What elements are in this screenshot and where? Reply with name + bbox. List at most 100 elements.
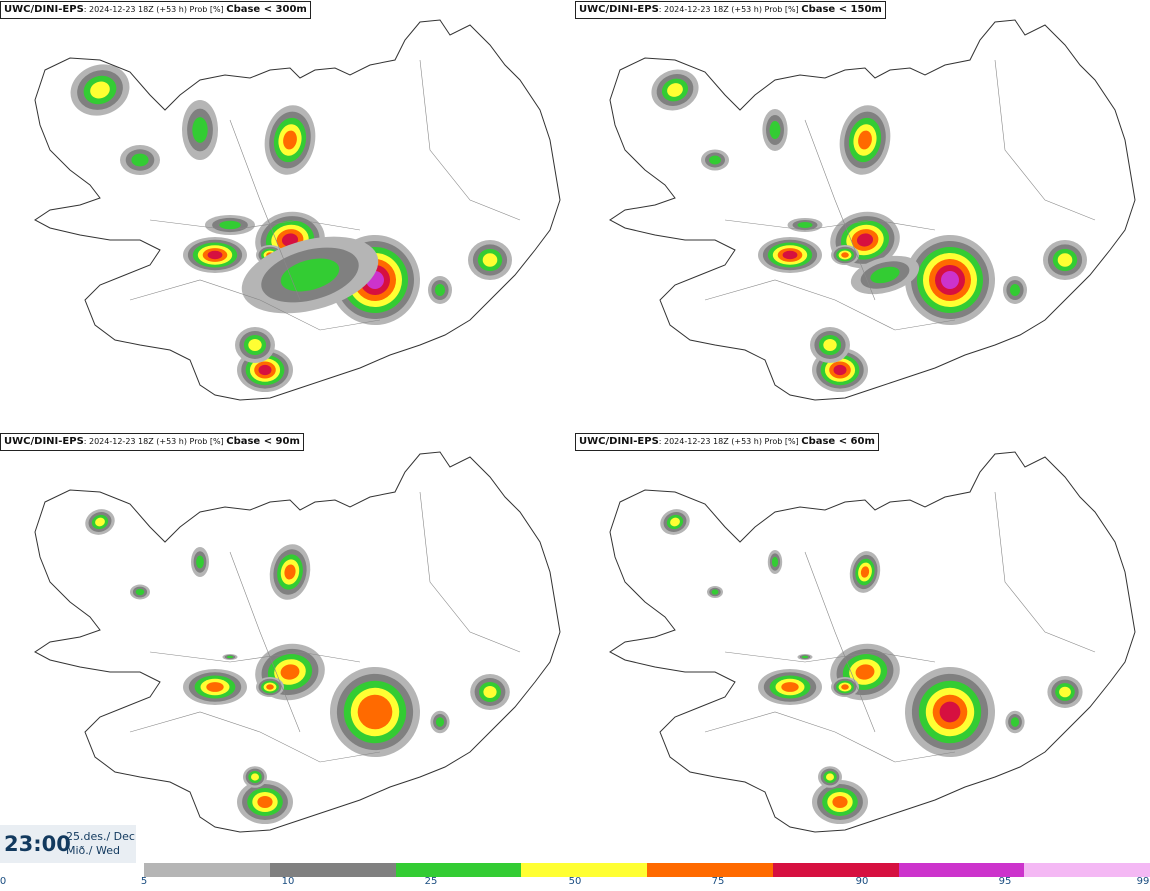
probability-contour [1057, 253, 1073, 267]
probability-contour [135, 588, 145, 596]
probability-field [660, 509, 1083, 824]
colorbar-tick-label: 90 [855, 876, 869, 887]
probability-contour [858, 130, 872, 150]
probability-contour [782, 250, 798, 260]
probability-contour [280, 664, 300, 680]
colorbar-tick-label: 25 [424, 876, 438, 887]
probability-contour [434, 284, 446, 296]
probability-contour [258, 364, 272, 376]
probability-contour [283, 130, 297, 150]
probability-contour [226, 655, 234, 659]
colorbar-segment [647, 863, 773, 877]
boundary-line [129, 279, 381, 331]
colorbar-tick-label: 95 [998, 876, 1012, 887]
boundary-line [724, 651, 936, 663]
probability-contour [826, 773, 834, 781]
probability-contour [192, 117, 208, 143]
probability-contour [482, 253, 498, 267]
probability-contour [257, 796, 273, 808]
probability-contour [207, 250, 223, 260]
probability-contour [266, 684, 274, 690]
valid-time-box: 23:00 25.des./ Dec Mið./ Wed [0, 825, 136, 863]
probability-contour [833, 364, 847, 376]
probability-contour [841, 684, 849, 690]
boundary-line [804, 119, 876, 301]
boundary-line [149, 651, 361, 663]
colorbar-tick-label: 50 [568, 876, 582, 887]
probability-contour [435, 717, 445, 727]
iceland-map [609, 19, 1136, 401]
colorbar-tick-label: 0 [0, 876, 7, 887]
boundary-line [419, 491, 521, 653]
boundary-line [994, 59, 1096, 221]
colorbar-tick-label: 75 [711, 876, 725, 887]
boundary-line [419, 59, 521, 221]
colorbar-segment [1024, 863, 1150, 877]
probability-contour [939, 701, 961, 723]
probability-contour [1059, 686, 1071, 698]
probability-contour [251, 773, 259, 781]
probability-contour [206, 682, 224, 692]
probability-contour [670, 517, 680, 527]
valid-time: 23:00 [4, 832, 71, 856]
colorbar-segment [269, 863, 396, 877]
map-panel-90m: UWC/DINI-EPS: 2024-12-23 18Z (+53 h) Pro… [0, 432, 575, 864]
colorbar-segment [395, 863, 522, 877]
probability-contour [769, 121, 781, 139]
boundary-line [704, 711, 956, 763]
colorbar-segment [772, 863, 899, 877]
panel-title: UWC/DINI-EPS: 2024-12-23 18Z (+53 h) Pro… [0, 433, 304, 451]
probability-contour [364, 701, 386, 723]
probability-contour [855, 664, 875, 680]
probability-contour [781, 682, 799, 692]
probability-contour [860, 566, 870, 578]
iceland-map [34, 451, 561, 833]
probability-contour [856, 233, 874, 247]
probability-colorbar [144, 863, 1150, 877]
probability-contour [801, 655, 809, 659]
probability-contour [1009, 284, 1021, 296]
iceland-map [34, 19, 561, 401]
map-panel-60m: UWC/DINI-EPS: 2024-12-23 18Z (+53 h) Pro… [575, 432, 1150, 864]
probability-contour [483, 686, 497, 698]
probability-contour [248, 339, 262, 351]
probability-contour [711, 589, 719, 595]
probability-contour [90, 81, 110, 99]
boundary-line [129, 711, 381, 763]
probability-contour [832, 796, 848, 808]
probability-contour [823, 339, 837, 351]
probability-contour [131, 153, 149, 167]
probability-contour [95, 517, 105, 527]
boundary-line [704, 279, 956, 331]
colorbar-tick-label: 99 [1136, 876, 1150, 887]
boundary-line [149, 219, 361, 231]
coastline [609, 451, 1136, 833]
colorbar-segment [898, 863, 1025, 877]
probability-contour [771, 556, 779, 568]
panel-title: UWC/DINI-EPS: 2024-12-23 18Z (+53 h) Pro… [575, 1, 886, 19]
coastline [609, 19, 1136, 401]
probability-contour [219, 220, 241, 230]
map-panel-150m: UWC/DINI-EPS: 2024-12-23 18Z (+53 h) Pro… [575, 0, 1150, 432]
valid-date: 25.des./ Dec Mið./ Wed [66, 830, 135, 857]
boundary-line [229, 119, 301, 301]
colorbar-ticks: 0 5 10 25 50 75 90 95 99 [0, 876, 1150, 891]
colorbar-tick-label: 5 [140, 876, 148, 887]
colorbar-tick-label: 10 [281, 876, 295, 887]
probability-contour [280, 258, 340, 292]
probability-contour [841, 252, 849, 258]
probability-contour [797, 222, 813, 228]
probability-contour [284, 564, 296, 580]
coastline [34, 451, 561, 833]
probability-contour [196, 555, 204, 569]
probability-field [85, 509, 510, 824]
colorbar-segment [521, 863, 647, 877]
probability-contour [870, 266, 900, 284]
iceland-map [609, 451, 1136, 833]
probability-contour [941, 271, 959, 289]
panel-title: UWC/DINI-EPS: 2024-12-23 18Z (+53 h) Pro… [0, 1, 311, 19]
probability-field [651, 69, 1087, 392]
map-panel-300m: UWC/DINI-EPS: 2024-12-23 18Z (+53 h) Pro… [0, 0, 575, 432]
probability-contour [667, 83, 683, 97]
probability-contour [709, 155, 721, 165]
